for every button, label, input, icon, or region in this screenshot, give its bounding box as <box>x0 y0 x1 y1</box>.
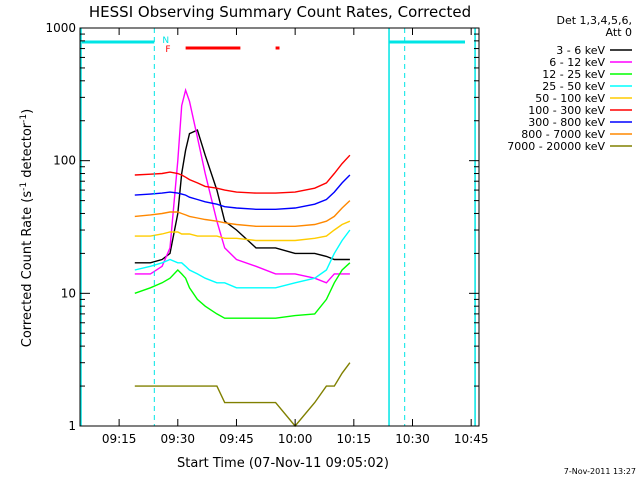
x-tick-label-3: 10:00 <box>278 432 313 446</box>
flag-layer: NF <box>80 28 476 426</box>
y-axis-label: Corrected Count Rate (s-1 detector-1) <box>19 109 35 347</box>
legend-label-3: 25 - 50 keV <box>542 80 605 93</box>
series-line-100-300keV <box>134 154 351 194</box>
legend-label-8: 7000 - 20000 keV <box>507 140 605 153</box>
plot-frame <box>79 27 480 427</box>
y-axis-label-end: ) <box>20 109 35 114</box>
legend-label-4: 50 - 100 keV <box>535 92 605 105</box>
y-tick-label-3: 1000 <box>45 21 76 35</box>
y-axis-label-sup-2: -1 <box>19 114 29 123</box>
series-line-7000-20000keV <box>134 362 351 428</box>
x-axis-label: Start Time (07-Nov-11 09:05:02) <box>177 456 389 471</box>
legend-label-5: 100 - 300 keV <box>528 104 605 117</box>
flare-flag-label: F <box>165 45 170 55</box>
legend-label-1: 6 - 12 keV <box>549 56 605 69</box>
series-line-800-7000keV <box>134 200 351 228</box>
night-flag-label: N <box>162 36 169 46</box>
x-tick-label-6: 10:45 <box>454 432 489 446</box>
legend-label-6: 300 - 800 keV <box>528 116 605 129</box>
legend-label-0: 3 - 6 keV <box>556 44 605 57</box>
x-axis: 09:15 09:30 09:45 10:00 10:15 10:30 10:45 <box>102 28 489 446</box>
y-tick-label-2: 100 <box>53 154 76 168</box>
x-tick-label-5: 10:30 <box>395 432 430 446</box>
x-tick-label-1: 09:30 <box>160 432 195 446</box>
legend-header-2: Att 0 <box>606 26 632 39</box>
legend-header-1: Det 1,3,4,5,6, <box>556 14 632 27</box>
y-axis: 1 10 100 1000 <box>45 21 479 433</box>
plot-area <box>134 87 351 428</box>
x-tick-label-2: 09:45 <box>219 432 254 446</box>
y-axis-label-sup-1: -1 <box>19 182 29 191</box>
y-axis-label-mid: detector <box>20 122 35 182</box>
series-line-300-800keV <box>134 174 351 211</box>
footer-timestamp: 7-Nov-2011 13:27 <box>564 467 636 476</box>
chart-title: HESSI Observing Summary Count Rates, Cor… <box>89 3 471 21</box>
x-tick-label-0: 09:15 <box>102 432 137 446</box>
series-line-12-25keV <box>134 262 351 319</box>
y-tick-label-1: 10 <box>61 286 76 300</box>
y-tick-label-0: 1 <box>68 419 76 433</box>
y-axis-label-main: Corrected Count Rate (s <box>20 191 35 348</box>
series-line-3-6keV <box>134 129 350 264</box>
series-line-25-50keV <box>134 229 351 289</box>
series-line-50-100keV <box>134 220 351 242</box>
x-tick-label-4: 10:15 <box>337 432 372 446</box>
legend-label-7: 800 - 7000 keV <box>521 128 605 141</box>
legend-label-2: 12 - 25 keV <box>542 68 605 81</box>
